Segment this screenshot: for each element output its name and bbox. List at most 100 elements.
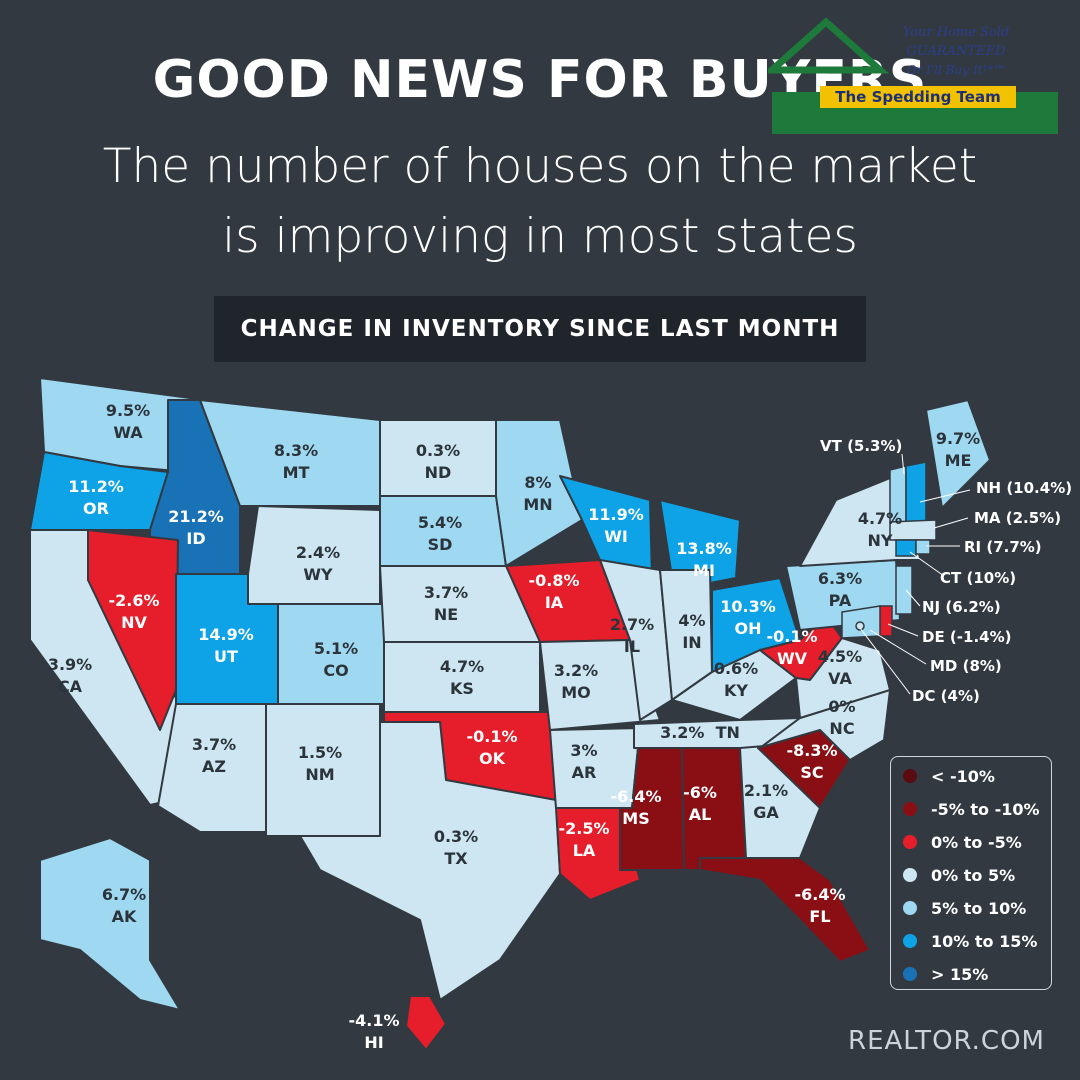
logo-line-1: Your Home Sold xyxy=(903,25,1010,40)
state-IL xyxy=(599,559,673,721)
subtitle-line-2: is improving in most states xyxy=(222,209,858,264)
label-IL: 2.7% IL xyxy=(609,615,655,656)
leader-MA xyxy=(933,517,969,529)
legend-swatch xyxy=(903,868,917,882)
leader-NJ xyxy=(905,589,921,607)
state-AK xyxy=(39,837,181,1011)
label-SD: 5.4% SD xyxy=(417,513,463,554)
state-MO xyxy=(539,639,661,731)
legend-label: -5% to -10% xyxy=(931,799,1040,819)
logo-line-3: Or I'll Buy It!*™ xyxy=(907,63,1005,77)
label-WA: 9.5% WA xyxy=(105,401,151,442)
legend: < -10% -5% to -10% 0% to -5% 0% to 5% 5% to … xyxy=(890,756,1052,990)
state-NJ xyxy=(895,565,913,615)
map-banner: CHANGE IN INVENTORY SINCE LAST MONTH xyxy=(214,296,866,362)
leader-DC xyxy=(859,627,911,695)
label-PA: 6.3% PA xyxy=(817,569,863,610)
label-SC: -8.3% SC xyxy=(786,741,838,782)
state-DE xyxy=(879,605,893,637)
team-logo: Your Home Sold GUARANTEED Or I'll Buy It… xyxy=(762,14,1074,142)
callout-MD: MD (8%) xyxy=(930,657,1002,675)
label-KY: 0.6% KY xyxy=(713,659,759,700)
legend-swatch xyxy=(903,901,917,915)
subtitle: The number of houses on the market is im… xyxy=(0,132,1080,272)
legend-label: 0% to -5% xyxy=(931,832,1022,852)
state-ME xyxy=(925,399,991,509)
legend-item: > 15% xyxy=(903,963,988,985)
state-MT xyxy=(199,399,381,507)
callout-DE: DE (-1.4%) xyxy=(922,628,1012,646)
state-WA xyxy=(39,377,191,473)
state-VA xyxy=(795,637,891,719)
callout-NH: NH (10.4%) xyxy=(976,479,1073,497)
label-AL: -6% AL xyxy=(683,783,717,824)
label-GA: 2.1% GA xyxy=(743,781,789,822)
label-AZ: 3.7% AZ xyxy=(191,735,237,776)
label-TX: 0.3% TX xyxy=(433,827,479,868)
logo-line-2: GUARANTEED xyxy=(907,44,1007,59)
label-KS: 4.7% KS xyxy=(439,657,485,698)
label-NC: 0% NC xyxy=(828,697,856,738)
logo-team: The Spedding Team xyxy=(835,88,1000,106)
legend-item: -5% to -10% xyxy=(903,798,1040,820)
label-AK: 6.7% AK xyxy=(101,885,147,926)
legend-swatch xyxy=(903,835,917,849)
label-NE: 3.7% NE xyxy=(423,583,469,624)
legend-swatch xyxy=(903,769,917,783)
legend-label: 0% to 5% xyxy=(931,865,1016,885)
legend-swatch xyxy=(903,934,917,948)
legend-item: 0% to -5% xyxy=(903,831,1022,853)
callout-VT: VT (5.3%) xyxy=(820,437,903,455)
label-CA: 3.9% CA xyxy=(47,655,93,696)
label-MT: 8.3% MT xyxy=(273,441,319,482)
state-MI xyxy=(659,499,741,591)
label-OK: -0.1% OK xyxy=(466,727,518,768)
source-credit: REALTOR.COM xyxy=(848,1026,1045,1056)
label-ID: 21.2% ID xyxy=(168,507,224,548)
leader-NH xyxy=(919,489,971,503)
state-AZ xyxy=(157,703,267,833)
state-NV xyxy=(87,529,179,731)
label-WI: 11.9% WI xyxy=(588,505,644,546)
subtitle-line-1: The number of houses on the market xyxy=(102,139,978,194)
label-OH: 10.3% OH xyxy=(720,597,776,638)
leader-MD xyxy=(869,629,927,665)
leader-CT xyxy=(909,551,945,577)
callout-RI: RI (7.7%) xyxy=(964,538,1042,556)
legend-item: 10% to 15% xyxy=(903,930,1037,952)
state-HI xyxy=(405,995,447,1051)
legend-item: 0% to 5% xyxy=(903,864,1015,886)
label-MN: 8% MN xyxy=(523,473,553,514)
leader-VT xyxy=(901,453,905,475)
legend-item: 5% to 10% xyxy=(903,897,1026,919)
state-MA xyxy=(889,519,937,541)
legend-swatch xyxy=(903,802,917,816)
legend-label: 5% to 10% xyxy=(931,898,1027,918)
legend-label: 10% to 15% xyxy=(931,931,1038,951)
label-UT: 14.9% UT xyxy=(198,625,254,666)
label-FL: -6.4% FL xyxy=(794,885,846,926)
label-IN: 4% IN xyxy=(678,611,706,652)
callout-MA: MA (2.5%) xyxy=(974,509,1062,527)
label-CO: 5.1% CO xyxy=(313,639,359,680)
label-MS: -6.4% MS xyxy=(610,787,662,828)
leader-DE xyxy=(887,623,919,637)
state-RI xyxy=(915,539,931,555)
label-NV: -2.6% NV xyxy=(108,591,160,632)
state-DC xyxy=(855,621,865,631)
state-NH xyxy=(905,461,927,525)
callout-CT: CT (10%) xyxy=(940,569,1017,587)
legend-swatch xyxy=(903,967,917,981)
label-HI: -4.1% HI xyxy=(348,1011,400,1052)
state-MN xyxy=(495,419,583,567)
label-IA: -0.8% IA xyxy=(528,571,580,612)
label-WY: 2.4% WY xyxy=(295,543,341,584)
label-NY: 4.7% NY xyxy=(857,509,903,550)
label-TN: 3.2% TN xyxy=(660,723,740,742)
label-OR: 11.2% OR xyxy=(68,477,124,518)
state-FL xyxy=(699,857,871,963)
label-ND: 0.3% ND xyxy=(415,441,461,482)
label-ME: 9.7% ME xyxy=(935,429,981,470)
callout-DC: DC (4%) xyxy=(912,687,980,705)
